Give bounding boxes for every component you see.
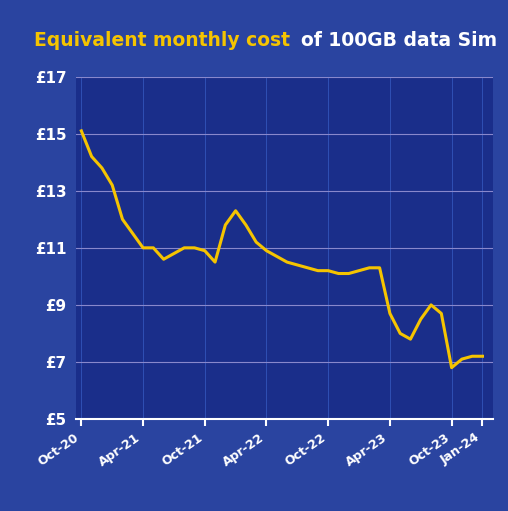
Text: of 100GB data Sim: of 100GB data Sim	[301, 31, 497, 51]
Text: Equivalent monthly cost: Equivalent monthly cost	[35, 31, 297, 51]
